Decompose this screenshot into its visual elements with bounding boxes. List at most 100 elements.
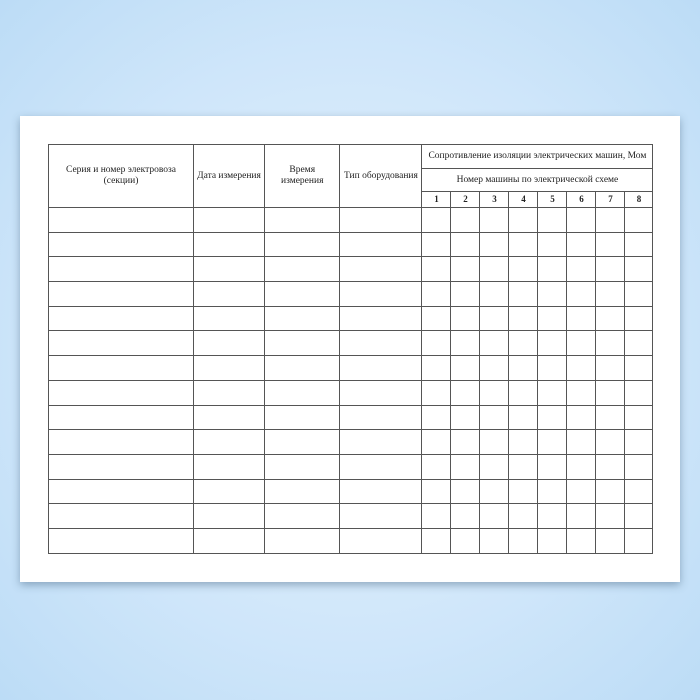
table-cell[interactable] xyxy=(263,305,341,332)
table-cell[interactable] xyxy=(193,453,265,480)
table-cell[interactable] xyxy=(339,527,423,554)
table-cell[interactable] xyxy=(479,453,510,480)
table-cell[interactable] xyxy=(450,453,481,480)
table-cell[interactable] xyxy=(508,256,539,283)
table-cell[interactable] xyxy=(193,355,265,381)
table-cell[interactable] xyxy=(595,256,626,283)
table-cell[interactable] xyxy=(450,503,481,529)
table-cell[interactable] xyxy=(193,305,265,332)
table-cell[interactable] xyxy=(421,207,452,233)
table-cell[interactable] xyxy=(508,379,539,406)
table-cell[interactable] xyxy=(263,281,341,307)
table-cell[interactable] xyxy=(566,281,597,307)
table-cell[interactable] xyxy=(566,404,597,431)
table-cell[interactable] xyxy=(421,256,452,283)
table-cell[interactable] xyxy=(450,305,481,332)
table-cell[interactable] xyxy=(595,305,626,332)
table-cell[interactable] xyxy=(263,453,341,480)
table-cell[interactable] xyxy=(421,429,452,455)
table-cell[interactable] xyxy=(595,281,626,307)
table-cell[interactable] xyxy=(624,429,654,455)
table-cell[interactable] xyxy=(537,404,568,431)
table-cell[interactable] xyxy=(263,256,341,283)
table-cell[interactable] xyxy=(48,281,194,307)
table-cell[interactable] xyxy=(339,404,423,431)
table-cell[interactable] xyxy=(508,429,539,455)
table-cell[interactable] xyxy=(193,207,265,233)
table-cell[interactable] xyxy=(339,330,423,357)
table-cell[interactable] xyxy=(263,379,341,406)
table-cell[interactable] xyxy=(624,379,654,406)
table-cell[interactable] xyxy=(566,207,597,233)
table-cell[interactable] xyxy=(450,379,481,406)
table-cell[interactable] xyxy=(263,404,341,431)
table-cell[interactable] xyxy=(566,305,597,332)
table-cell[interactable] xyxy=(193,330,265,357)
table-cell[interactable] xyxy=(566,453,597,480)
table-cell[interactable] xyxy=(566,478,597,505)
table-cell[interactable] xyxy=(421,330,452,357)
table-cell[interactable] xyxy=(48,404,194,431)
table-cell[interactable] xyxy=(479,503,510,529)
table-cell[interactable] xyxy=(339,207,423,233)
table-cell[interactable] xyxy=(48,305,194,332)
table-cell[interactable] xyxy=(263,478,341,505)
table-cell[interactable] xyxy=(624,404,654,431)
table-cell[interactable] xyxy=(537,207,568,233)
table-cell[interactable] xyxy=(339,256,423,283)
table-cell[interactable] xyxy=(421,305,452,332)
table-cell[interactable] xyxy=(193,281,265,307)
table-cell[interactable] xyxy=(595,404,626,431)
table-cell[interactable] xyxy=(48,429,194,455)
table-cell[interactable] xyxy=(339,429,423,455)
table-cell[interactable] xyxy=(566,231,597,258)
table-cell[interactable] xyxy=(566,330,597,357)
table-cell[interactable] xyxy=(595,330,626,357)
table-cell[interactable] xyxy=(624,527,654,554)
table-cell[interactable] xyxy=(595,429,626,455)
table-cell[interactable] xyxy=(48,355,194,381)
table-cell[interactable] xyxy=(48,527,194,554)
table-cell[interactable] xyxy=(508,527,539,554)
table-cell[interactable] xyxy=(508,305,539,332)
table-cell[interactable] xyxy=(537,503,568,529)
table-cell[interactable] xyxy=(193,379,265,406)
table-cell[interactable] xyxy=(48,330,194,357)
table-cell[interactable] xyxy=(537,379,568,406)
table-cell[interactable] xyxy=(479,478,510,505)
table-cell[interactable] xyxy=(537,256,568,283)
table-cell[interactable] xyxy=(508,207,539,233)
table-cell[interactable] xyxy=(508,231,539,258)
table-cell[interactable] xyxy=(450,355,481,381)
table-cell[interactable] xyxy=(339,453,423,480)
table-cell[interactable] xyxy=(479,404,510,431)
table-cell[interactable] xyxy=(339,305,423,332)
table-cell[interactable] xyxy=(450,429,481,455)
table-cell[interactable] xyxy=(537,478,568,505)
table-cell[interactable] xyxy=(421,527,452,554)
table-cell[interactable] xyxy=(421,404,452,431)
table-cell[interactable] xyxy=(339,231,423,258)
table-cell[interactable] xyxy=(595,355,626,381)
table-cell[interactable] xyxy=(48,379,194,406)
table-cell[interactable] xyxy=(624,256,654,283)
table-cell[interactable] xyxy=(48,453,194,480)
table-cell[interactable] xyxy=(479,231,510,258)
table-cell[interactable] xyxy=(193,256,265,283)
table-cell[interactable] xyxy=(263,503,341,529)
table-cell[interactable] xyxy=(595,207,626,233)
table-cell[interactable] xyxy=(537,527,568,554)
table-cell[interactable] xyxy=(508,281,539,307)
table-cell[interactable] xyxy=(624,330,654,357)
table-cell[interactable] xyxy=(479,527,510,554)
table-cell[interactable] xyxy=(537,355,568,381)
table-cell[interactable] xyxy=(508,330,539,357)
table-cell[interactable] xyxy=(450,330,481,357)
table-cell[interactable] xyxy=(263,231,341,258)
table-cell[interactable] xyxy=(193,429,265,455)
table-cell[interactable] xyxy=(48,231,194,258)
table-cell[interactable] xyxy=(263,330,341,357)
table-cell[interactable] xyxy=(421,281,452,307)
table-cell[interactable] xyxy=(479,281,510,307)
table-cell[interactable] xyxy=(48,503,194,529)
